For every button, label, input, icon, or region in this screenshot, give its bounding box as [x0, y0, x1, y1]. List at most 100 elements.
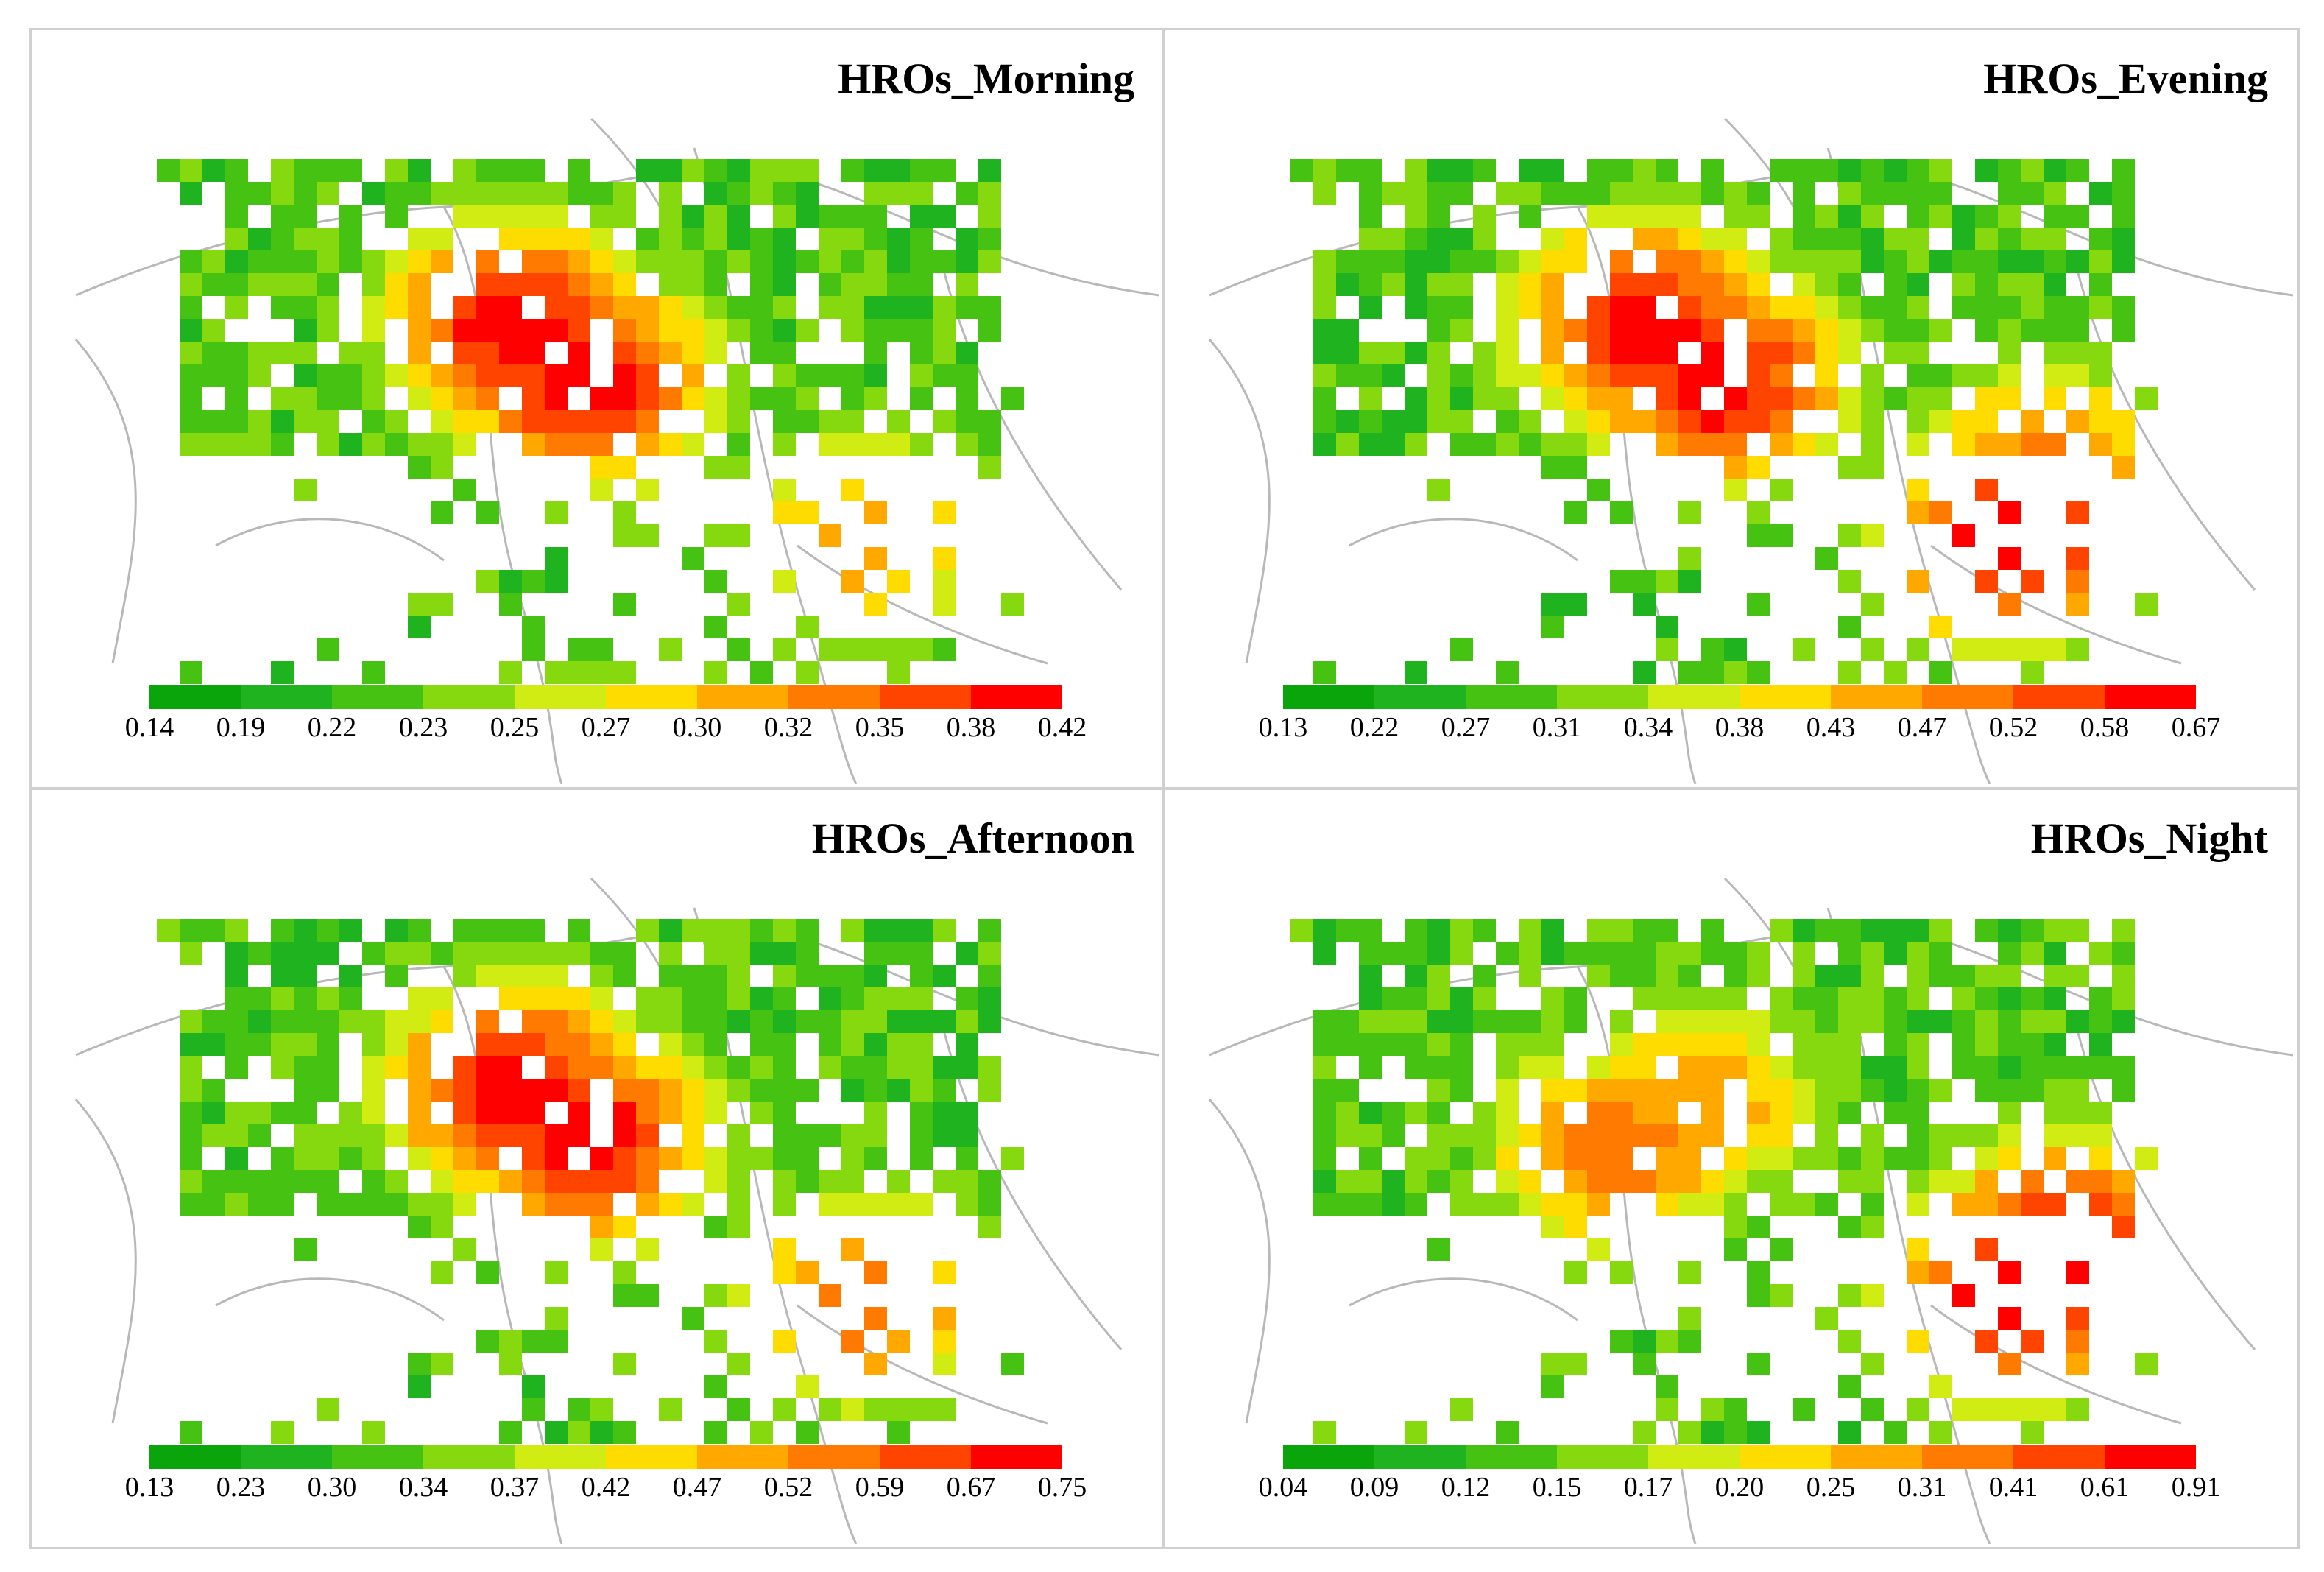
grid-cell [1838, 1216, 1861, 1238]
grid-cell [841, 1056, 864, 1079]
grid-cell [727, 638, 750, 661]
grid-cell [1541, 228, 1564, 250]
grid-cell [271, 296, 294, 319]
grid-cell [704, 1033, 727, 1056]
grid-cell [636, 919, 659, 942]
legend-tick-label: 0.30 [307, 1472, 357, 1503]
grid-cell [362, 1010, 385, 1033]
grid-cell [522, 616, 545, 638]
grid-cell [1701, 1033, 1724, 1056]
grid-cell [1998, 501, 2021, 524]
grid-cell [1633, 182, 1656, 205]
grid-cell [933, 1330, 956, 1353]
grid-cell [1907, 570, 1929, 593]
grid-cell [590, 661, 613, 684]
grid-cell [1519, 273, 1541, 296]
grid-cell [1929, 661, 1952, 684]
grid-cell [887, 296, 910, 319]
grid-cell [317, 638, 339, 661]
legend-tick-label: 0.42 [1037, 712, 1087, 743]
grid-cell [1701, 638, 1724, 661]
grid-cell [294, 250, 317, 273]
grid-cell [1382, 250, 1405, 273]
grid-cell [613, 1079, 636, 1102]
grid-cell [1359, 433, 1382, 456]
grid-cell [1587, 1102, 1610, 1124]
grid-cell [1359, 987, 1382, 1010]
grid-cell [2135, 387, 2158, 410]
grid-cell [1313, 182, 1336, 205]
grid-cell [636, 364, 659, 387]
grid-cell [1633, 1421, 1656, 1444]
panel-title: HROs_Evening [1983, 54, 2268, 102]
grid-cell [2066, 1398, 2089, 1421]
grid-cell [1701, 364, 1724, 387]
grid-cell [750, 1010, 773, 1033]
grid-cell [294, 1124, 317, 1147]
grid-cell [1701, 1193, 1724, 1216]
grid-cell [1815, 387, 1838, 410]
grid-cell [1382, 987, 1405, 1010]
grid-cell [773, 638, 796, 661]
grid-cell [956, 1193, 978, 1216]
grid-cell [819, 1398, 841, 1421]
grid-cell [294, 228, 317, 250]
grid-cell [2066, 593, 2089, 616]
grid-cell [568, 433, 590, 456]
grid-cell [1405, 296, 1427, 319]
grid-cell [613, 501, 636, 524]
grid-cell [248, 182, 271, 205]
grid-cell [1541, 159, 1564, 182]
grid-cell [568, 1421, 590, 1444]
grid-cell [613, 1216, 636, 1238]
grid-cell [636, 319, 659, 342]
grid-cell [1405, 1193, 1427, 1216]
grid-cell [682, 965, 704, 987]
grid-cell [1815, 296, 1838, 319]
grid-cell [476, 205, 499, 228]
grid-cell [2066, 1056, 2089, 1079]
grid-cell [1473, 965, 1496, 987]
grid-cell [2044, 638, 2066, 661]
grid-cell [202, 342, 225, 364]
grid-cell [1633, 570, 1656, 593]
grid-cell [1678, 547, 1701, 570]
grid-cell [636, 1170, 659, 1193]
grid-cell [522, 1124, 545, 1147]
grid-cell [1815, 1193, 1838, 1216]
grid-cell [1496, 1193, 1519, 1216]
grid-cell [1929, 1170, 1952, 1193]
grid-cell [590, 1010, 613, 1033]
grid-cell [522, 205, 545, 228]
grid-cell [1793, 965, 1815, 987]
grid-cell [408, 250, 431, 273]
grid-cell [2112, 433, 2135, 456]
grid-cell [704, 1216, 727, 1238]
grid-cell [294, 919, 317, 942]
grid-cell [2089, 182, 2112, 205]
grid-cell [2021, 296, 2044, 319]
grid-cell [248, 342, 271, 364]
legend-tick-label: 0.31 [1897, 1472, 1947, 1503]
grid-cell [796, 319, 819, 342]
panel-night: HROs_Night 0.04 0.09 0.12 0.15 0.17 0.20 0.25 0… [1165, 790, 2293, 1544]
grid-cell [887, 410, 910, 433]
grid-cell [1770, 250, 1793, 273]
grid-cell [1770, 342, 1793, 364]
grid-cell [727, 228, 750, 250]
grid-cell [1656, 1375, 1678, 1398]
grid-cell [1427, 1102, 1450, 1124]
grid-cell [431, 1124, 453, 1147]
grid-cell [659, 433, 682, 456]
grid-cell [727, 1353, 750, 1375]
grid-cell [1496, 1056, 1519, 1079]
grid-cell [590, 433, 613, 456]
grid-cell [453, 1170, 476, 1193]
grid-cell [1975, 479, 1998, 501]
grid-cell [294, 942, 317, 965]
grid-cell [271, 1147, 294, 1170]
grid-cell [1678, 364, 1701, 387]
grid-cell [704, 250, 727, 273]
grid-cell [819, 273, 841, 296]
grid-cell [568, 1102, 590, 1124]
